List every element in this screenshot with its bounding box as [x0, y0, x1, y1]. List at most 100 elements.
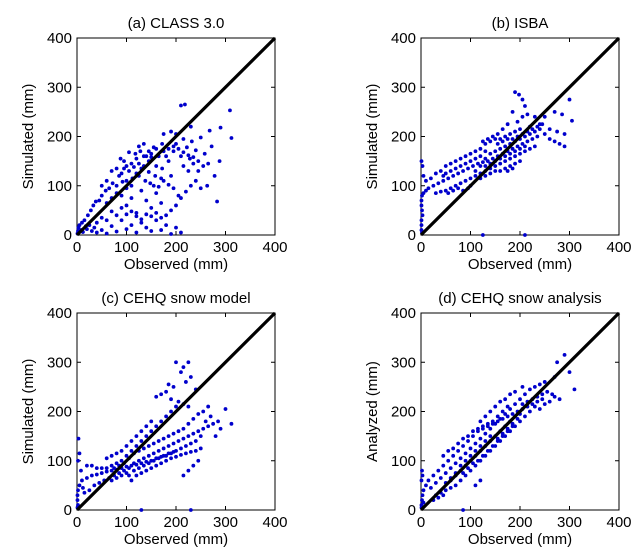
scatter-point: [129, 449, 134, 453]
scatter-point: [547, 127, 552, 132]
x-tick-label: 100: [114, 239, 139, 256]
scatter-point: [119, 193, 124, 198]
scatter-point: [513, 402, 517, 407]
scatter-point: [453, 483, 458, 488]
scatter-point: [424, 188, 428, 193]
scatter-point: [149, 429, 154, 434]
scatter-point: [129, 478, 134, 483]
scatter-point: [436, 495, 441, 500]
scatter-point: [191, 431, 196, 436]
scatter-point: [545, 389, 550, 394]
scatter-point: [164, 389, 169, 394]
scatter-point: [525, 139, 530, 144]
scatter-point: [505, 122, 510, 127]
scatter-point: [149, 151, 154, 156]
scatter-points: [75, 360, 234, 512]
scatter-point: [103, 188, 108, 193]
scatter-point: [453, 159, 458, 164]
scatter-point: [193, 148, 198, 153]
scatter-point: [513, 149, 517, 154]
scatter-point: [77, 451, 82, 456]
scatter-point: [495, 436, 500, 441]
scatter-point: [184, 145, 189, 150]
scatter-point: [154, 218, 159, 223]
scatter-point: [166, 146, 171, 151]
scatter-point: [188, 441, 193, 446]
scatter-point: [483, 149, 488, 154]
y-tick-label: 200: [391, 404, 416, 421]
scatter-point: [76, 458, 80, 463]
scatter-point: [186, 360, 191, 365]
scatter-point: [557, 141, 562, 146]
scatter-point: [164, 458, 169, 463]
scatter-point: [146, 461, 151, 466]
y-tick-label: 0: [408, 502, 416, 519]
scatter-point: [171, 384, 176, 389]
scatter-point: [144, 434, 149, 439]
scatter-point: [159, 419, 164, 424]
scatter-point: [441, 178, 446, 183]
x-tick-label: 200: [163, 514, 188, 531]
scatter-point: [188, 183, 193, 188]
scatter-point: [567, 370, 572, 374]
x-axis-label: Observed (mm): [468, 531, 572, 548]
scatter-point: [119, 458, 124, 463]
scatter-point: [139, 217, 144, 222]
scatter-point: [184, 444, 188, 448]
scatter-point: [540, 122, 545, 127]
scatter-point: [174, 141, 178, 146]
scatter-point: [468, 151, 473, 156]
scatter-point: [193, 178, 198, 183]
scatter-point: [85, 213, 90, 218]
scatter-point: [191, 155, 196, 160]
scatter-point: [520, 97, 525, 102]
x-tick-label: 300: [213, 514, 238, 531]
scatter-point: [144, 198, 149, 203]
scatter-point: [184, 380, 188, 384]
x-tick-label: 200: [163, 239, 188, 256]
scatter-point: [122, 159, 126, 164]
y-tick-label: 400: [391, 305, 416, 322]
scatter-point: [520, 114, 525, 119]
scatter-point: [171, 441, 176, 446]
scatter-point: [75, 493, 80, 498]
scatter-point: [212, 174, 217, 178]
scatter-point: [485, 159, 490, 164]
scatter-point: [429, 485, 433, 490]
scatter-point: [198, 446, 203, 451]
scatter-point: [134, 214, 139, 219]
scatter-point: [471, 434, 475, 439]
scatter-point: [166, 159, 171, 164]
scatter-point: [133, 151, 138, 156]
scatter-point: [473, 149, 478, 154]
scatter-point: [555, 129, 560, 134]
scatter-point: [500, 139, 505, 144]
scatter-point: [562, 132, 567, 136]
scatter-point: [542, 402, 547, 407]
scatter-point: [421, 488, 426, 493]
panel-title: (a) CLASS 3.0: [128, 15, 225, 32]
scatter-point: [562, 144, 567, 149]
scatter-point: [446, 176, 451, 181]
scatter-point: [468, 446, 473, 451]
scatter-point: [127, 150, 131, 155]
x-tick-label: 400: [262, 239, 287, 256]
scatter-point: [88, 208, 93, 213]
scatter-point: [510, 412, 515, 416]
scatter-point: [537, 127, 542, 132]
x-tick-label: 300: [557, 239, 582, 256]
scatter-point: [478, 419, 483, 424]
scatter-point: [114, 213, 119, 218]
scatter-point: [523, 104, 527, 108]
scatter-point: [520, 384, 525, 389]
scatter-point: [451, 453, 456, 458]
scatter-point: [456, 186, 461, 191]
scatter-point: [552, 139, 557, 144]
scatter-point: [160, 166, 165, 171]
scatter-point: [426, 186, 431, 191]
scatter-point: [523, 414, 527, 419]
scatter-point: [218, 426, 223, 431]
scatter-point: [141, 463, 146, 468]
scatter-point: [523, 392, 527, 397]
scatter-point: [480, 233, 485, 237]
